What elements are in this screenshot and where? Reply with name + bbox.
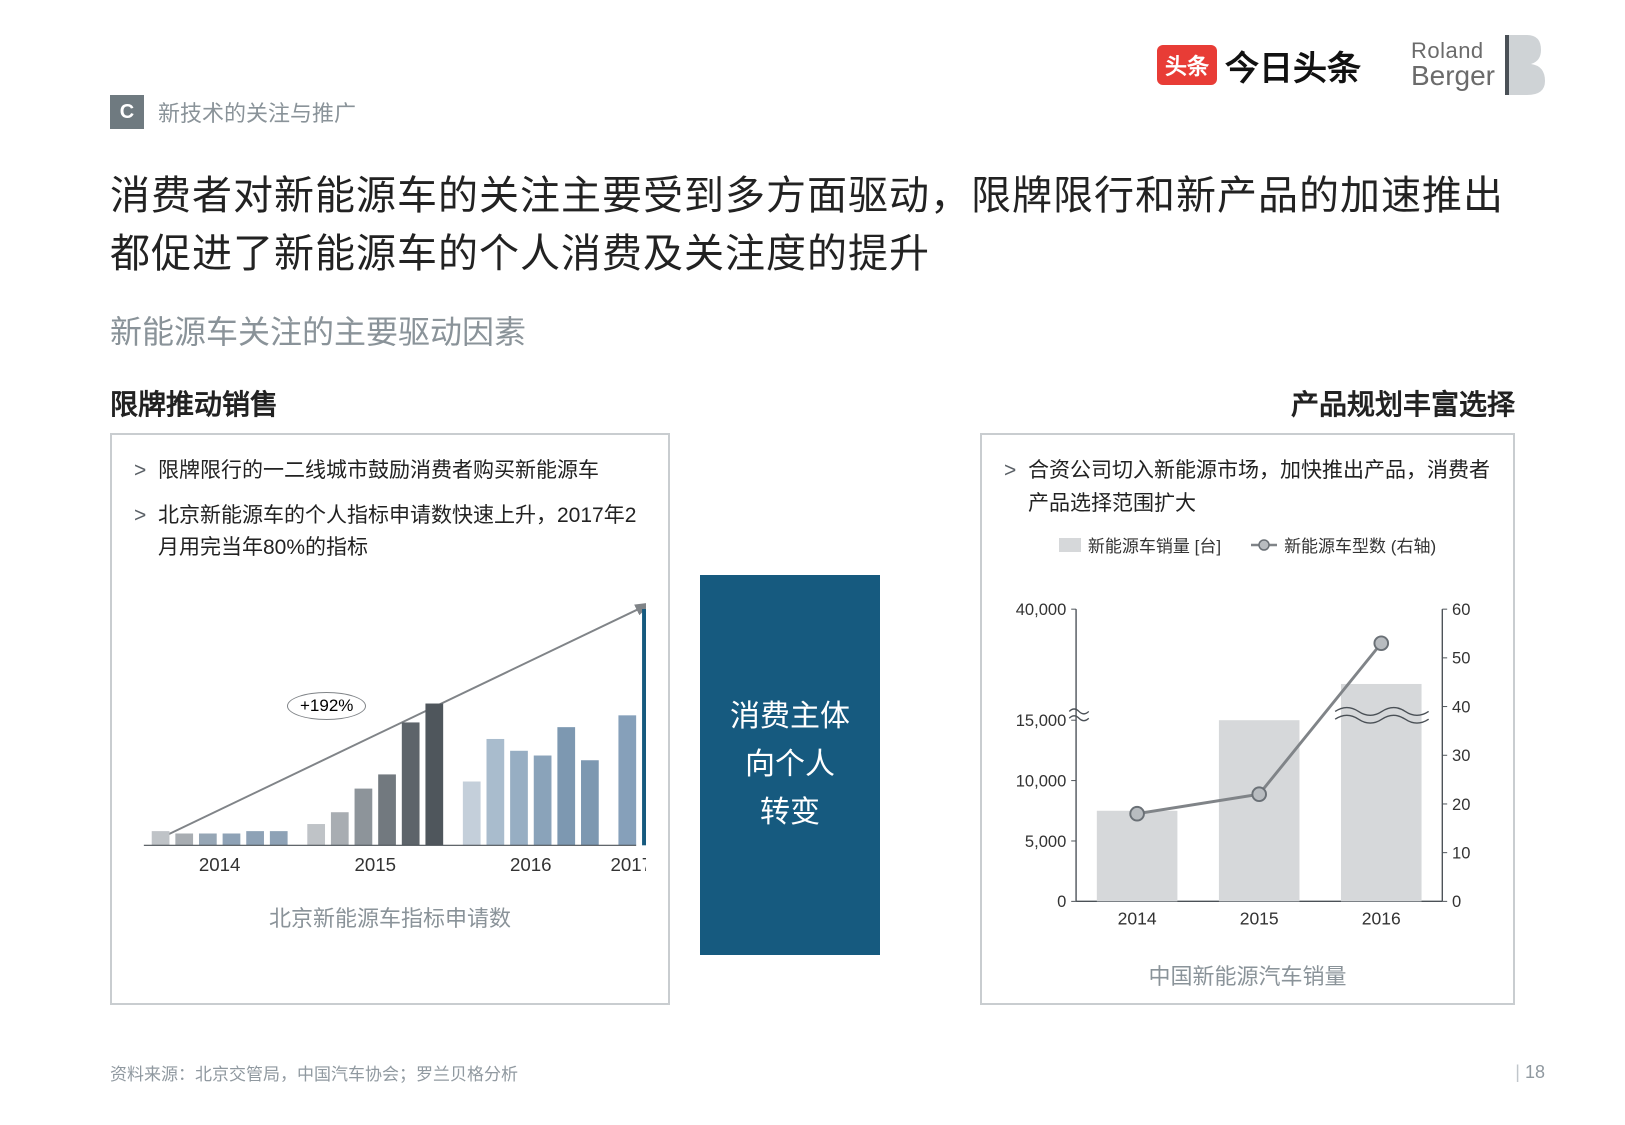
toutiao-text: 今日头条 — [1225, 41, 1361, 90]
section-badge: C — [110, 95, 144, 129]
headline: 消费者对新能源车的关注主要受到多方面驱动，限牌限行和新产品的加速推出都促进了新能… — [110, 167, 1515, 283]
left-chart-caption: 北京新能源车指标申请数 — [134, 901, 646, 933]
rb-line1: Roland — [1411, 40, 1495, 62]
right-bullet: 合资公司切入新能源市场，加快推出产品，消费者产品选择范围扩大 — [1004, 455, 1491, 520]
left-bullet: 限牌限行的一二线城市鼓励消费者购买新能源车 — [134, 455, 646, 488]
right-legend: 新能源车销量 [台] 新能源车型数 (右轴) — [1004, 532, 1491, 557]
svg-text:10: 10 — [1452, 844, 1470, 863]
legend-line-swatch — [1251, 538, 1277, 552]
svg-text:50: 50 — [1452, 649, 1470, 668]
rb-b-icon — [1499, 35, 1545, 95]
section-row: C 新技术的关注与推广 — [110, 95, 1515, 129]
svg-text:15,000: 15,000 — [1016, 711, 1067, 730]
center-column: 消费主体向个人转变 — [700, 383, 880, 955]
rb-line2: Berger — [1411, 62, 1495, 90]
left-panel: 限牌限行的一二线城市鼓励消费者购买新能源车北京新能源车的个人指标申请数快速上升，… — [110, 433, 670, 1005]
svg-text:0: 0 — [1452, 892, 1461, 911]
left-title: 限牌推动销售 — [110, 383, 670, 423]
right-chart-caption: 中国新能源汽车销量 — [1004, 959, 1491, 991]
svg-text:2014: 2014 — [1118, 909, 1157, 929]
legend-line-label: 新能源车型数 (右轴) — [1284, 532, 1436, 557]
source-text: 资料来源：北京交管局，中国汽车协会；罗兰贝格分析 — [110, 1060, 518, 1085]
subtitle: 新能源车关注的主要驱动因素 — [110, 307, 1515, 353]
right-chart: 0 5,000 10,000 15,000 40,000 0 10 20 30 40 50 60 201… — [1004, 575, 1491, 955]
right-bullets: 合资公司切入新能源市场，加快推出产品，消费者产品选择范围扩大 — [1004, 455, 1491, 520]
left-bullet: 北京新能源车的个人指标申请数快速上升，2017年2月用完当年80%的指标 — [134, 500, 646, 565]
toutiao-badge: 头条 — [1157, 45, 1217, 85]
right-title: 产品规划丰富选择 — [980, 383, 1515, 423]
svg-text:2015: 2015 — [1240, 909, 1279, 929]
svg-text:60: 60 — [1452, 600, 1470, 619]
svg-text:5,000: 5,000 — [1025, 832, 1066, 851]
legend-bar-swatch — [1059, 538, 1081, 552]
left-chart: +192% 2014 2015 2016 2017/2 — [134, 577, 646, 897]
svg-text:20: 20 — [1452, 795, 1470, 814]
svg-text:2016: 2016 — [1362, 909, 1401, 929]
svg-text:0: 0 — [1057, 892, 1066, 911]
svg-text:2015: 2015 — [354, 854, 396, 875]
footer: 资料来源：北京交管局，中国汽车协会；罗兰贝格分析 | 18 — [110, 1060, 1545, 1085]
right-panel: 合资公司切入新能源市场，加快推出产品，消费者产品选择范围扩大 新能源车销量 [台… — [980, 433, 1515, 1005]
page-number: 18 — [1525, 1062, 1545, 1082]
svg-text:30: 30 — [1452, 746, 1470, 765]
center-box: 消费主体向个人转变 — [700, 575, 880, 955]
svg-text:10,000: 10,000 — [1016, 772, 1067, 791]
logo-row: 头条 今日头条 Roland Berger — [1157, 35, 1545, 95]
roland-berger-logo: Roland Berger — [1411, 35, 1545, 95]
growth-label: +192% — [287, 692, 366, 720]
svg-text:40,000: 40,000 — [1016, 600, 1067, 619]
toutiao-logo: 头条 今日头条 — [1157, 41, 1361, 90]
left-column: 限牌推动销售 限牌限行的一二线城市鼓励消费者购买新能源车北京新能源车的个人指标申… — [110, 383, 670, 1005]
svg-text:2014: 2014 — [199, 854, 241, 875]
svg-text:40: 40 — [1452, 697, 1470, 716]
svg-text:2017/2: 2017/2 — [611, 854, 646, 875]
section-title: 新技术的关注与推广 — [158, 96, 356, 128]
left-bullets: 限牌限行的一二线城市鼓励消费者购买新能源车北京新能源车的个人指标申请数快速上升，… — [134, 455, 646, 565]
legend-bar-label: 新能源车销量 [台] — [1088, 532, 1221, 557]
right-column: 产品规划丰富选择 合资公司切入新能源市场，加快推出产品，消费者产品选择范围扩大 … — [980, 383, 1515, 1005]
svg-text:2016: 2016 — [510, 854, 552, 875]
